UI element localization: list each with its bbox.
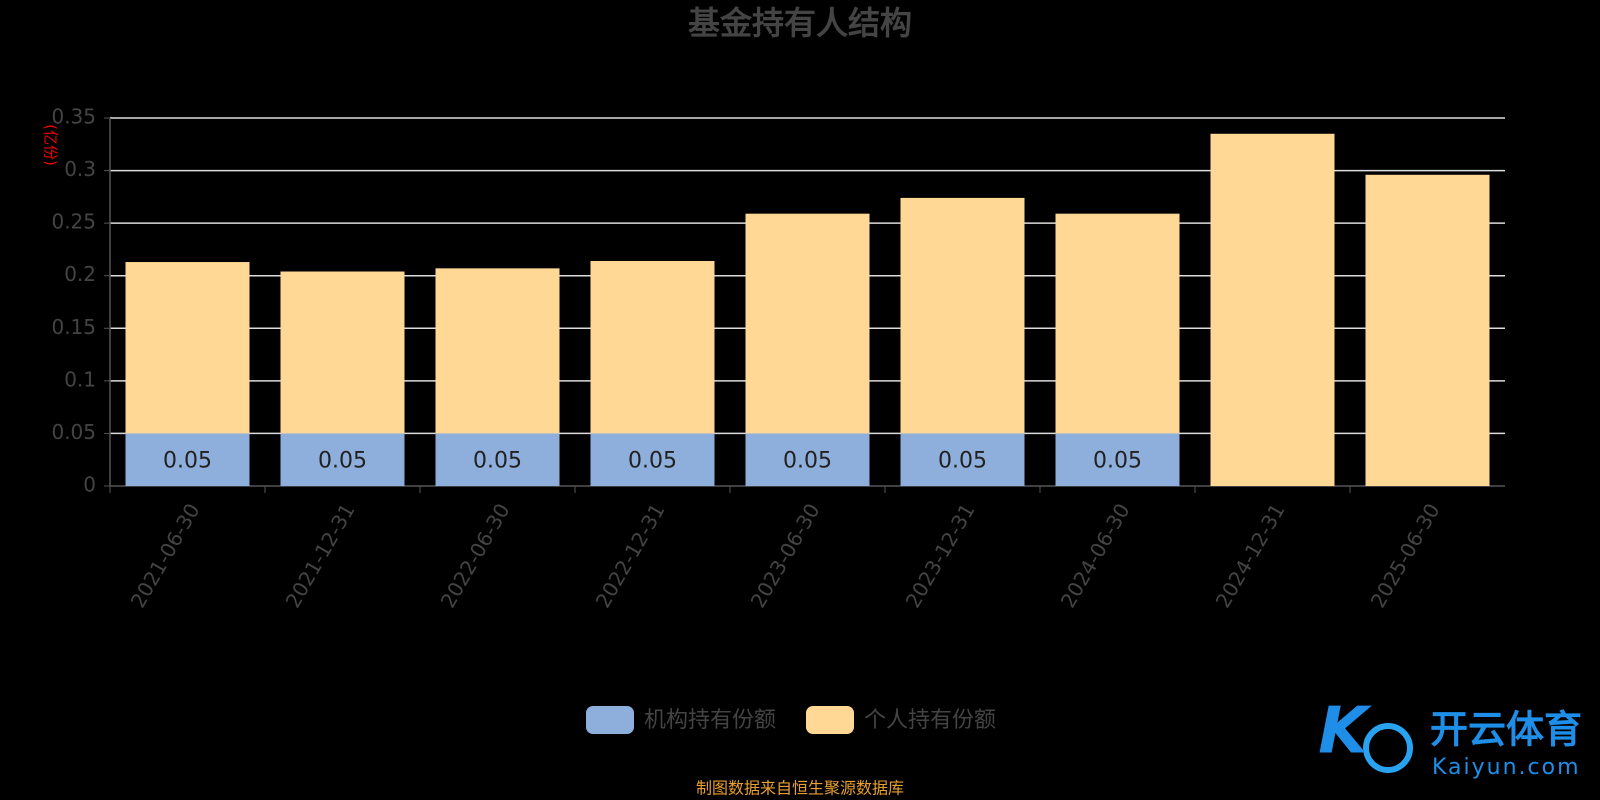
legend-label: 机构持有份额 (644, 708, 776, 733)
bar-segment (435, 268, 560, 434)
data-label: 0.05 (628, 449, 677, 474)
bar-segment (590, 433, 715, 486)
y-tick-label: 0.25 (51, 210, 96, 234)
data-label: 0.05 (318, 449, 367, 474)
bar-segment (745, 433, 870, 486)
bar-segment (900, 433, 1025, 486)
bar-segment (280, 271, 405, 434)
logo-k: K (1318, 695, 1372, 769)
bar-segment (900, 197, 1025, 434)
y-tick-label: 0 (83, 473, 96, 497)
watermark-brand: 开云体育 (1430, 708, 1582, 752)
chart-title: 基金持有人结构 (688, 4, 912, 42)
source-note: 制图数据来自恒生聚源数据库 (696, 779, 904, 798)
bar-segment (590, 260, 715, 434)
bar-segment (435, 433, 560, 486)
data-label: 0.05 (473, 449, 522, 474)
bar-segment (280, 433, 405, 486)
watermark-site: Kaiyun.com (1432, 755, 1581, 780)
data-label: 0.05 (1093, 449, 1142, 474)
bar-segment (1210, 133, 1335, 486)
legend-label: 个人持有份额 (864, 708, 996, 733)
bar-segment (125, 262, 250, 434)
y-tick-label: 0.05 (51, 420, 96, 444)
y-tick-label: 0.3 (64, 157, 96, 181)
y-tick-label: 0.35 (51, 105, 96, 129)
bar-segment (1055, 213, 1180, 434)
bar-segment (1055, 433, 1180, 486)
legend-swatch (586, 706, 634, 734)
y-tick-label: 0.15 (51, 315, 96, 339)
bar-segment (1365, 174, 1490, 486)
logo-ring (1363, 723, 1413, 773)
legend-swatch (806, 706, 854, 734)
bar-segment (745, 213, 870, 434)
data-label: 0.05 (163, 449, 212, 474)
watermark: K 开云体育 Kaiyun.com (1318, 695, 1582, 780)
y-axis-label: (亿份) (42, 124, 60, 166)
bar-segment (125, 433, 250, 486)
data-label: 0.05 (783, 449, 832, 474)
y-tick-label: 0.1 (64, 367, 96, 391)
y-tick-label: 0.2 (64, 262, 96, 286)
data-label: 0.05 (938, 449, 987, 474)
